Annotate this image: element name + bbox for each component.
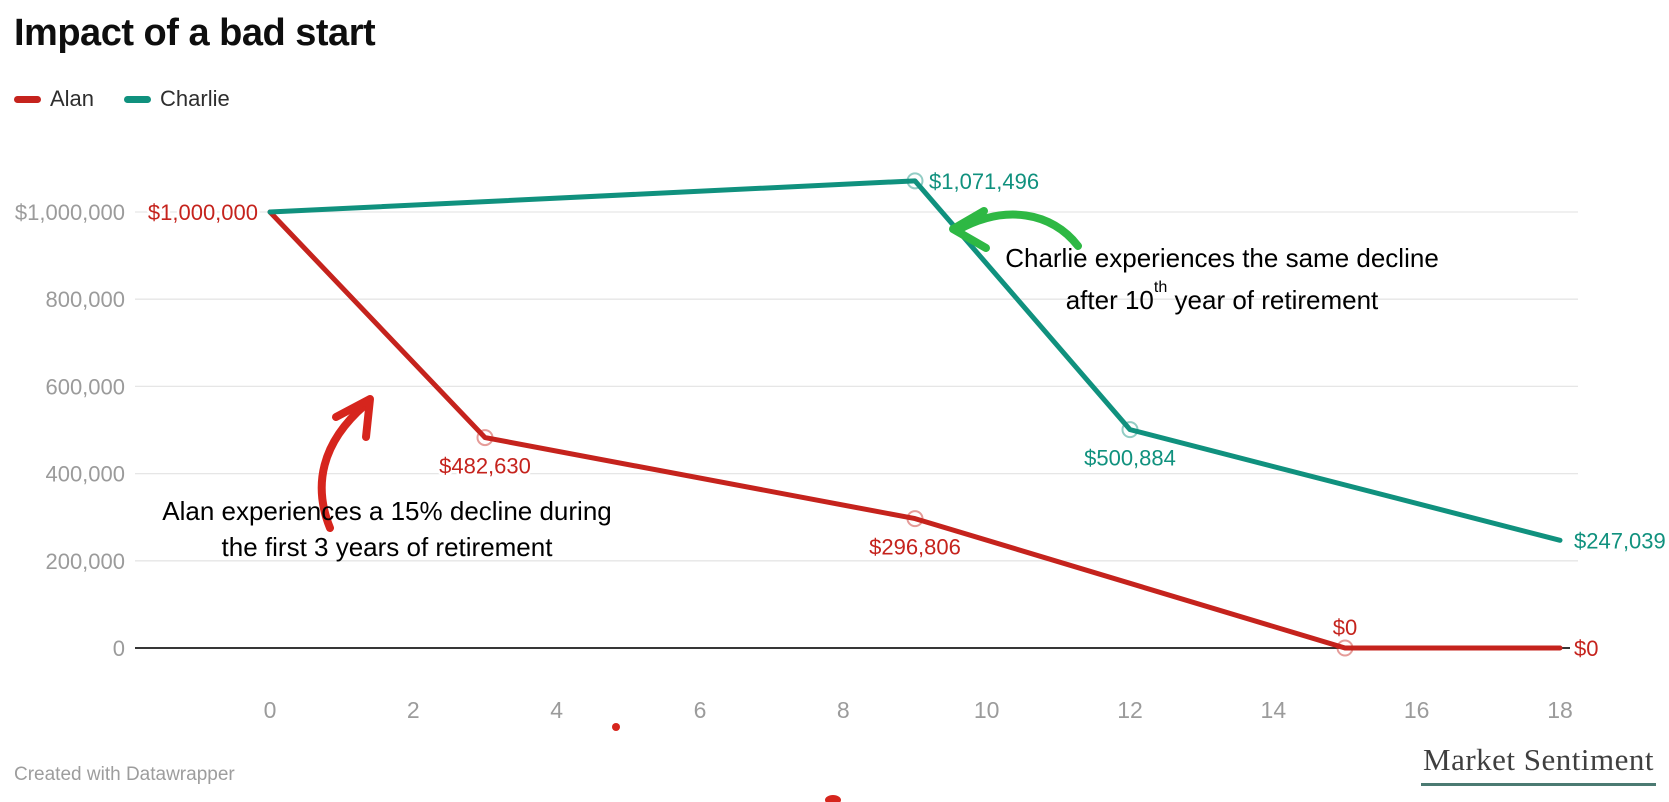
x-tick-label: 14 — [1261, 697, 1287, 723]
point-marker-alan-year3 — [476, 429, 494, 447]
green-arrowhead-icon — [949, 207, 990, 252]
y-tick-label: 600,000 — [45, 374, 125, 399]
red-ink-smudge — [825, 795, 841, 802]
alan-annotation-line1: Alan experiences a 15% decline during — [162, 496, 612, 526]
charlie-annotation: Charlie experiences the same decline aft… — [955, 240, 1489, 318]
page-title: Impact of a bad start — [14, 12, 376, 54]
value-label-charlie-year9: $1,071,496 — [929, 169, 1039, 194]
charlie-annotation-line1: Charlie experiences the same decline — [1005, 243, 1439, 273]
legend: Alan Charlie — [14, 86, 230, 112]
x-tick-label: 0 — [264, 697, 277, 723]
alan-annotation: Alan experiences a 15% decline during th… — [126, 493, 648, 565]
legend-label-alan: Alan — [50, 86, 95, 111]
series-line-charlie — [267, 178, 1563, 543]
value-label-alan-year0: $1,000,000 — [148, 200, 258, 225]
y-tick-label: 0 — [113, 636, 125, 661]
charlie-color-swatch — [124, 95, 152, 103]
value-label-alan-year3: $482,630 — [439, 454, 531, 479]
alan-annotation-line2: the first 3 years of retirement — [221, 532, 553, 562]
market-sentiment-logo: Market Sentiment — [1421, 742, 1656, 786]
red-arrow-icon — [317, 401, 369, 532]
point-marker-charlie-year12 — [1121, 421, 1139, 439]
legend-label-charlie: Charlie — [160, 86, 230, 111]
value-label-charlie-year18: $247,039 — [1574, 528, 1666, 553]
datawrapper-credit: Created with Datawrapper — [14, 764, 235, 785]
alan-color-swatch — [14, 95, 41, 103]
legend-item-charlie: Charlie — [124, 86, 230, 112]
ordinal-superscript: th — [1153, 277, 1168, 296]
x-tick-label: 4 — [550, 697, 563, 723]
point-marker-alan-year9 — [906, 510, 924, 528]
y-tick-label: 800,000 — [45, 287, 125, 312]
x-tick-label: 16 — [1404, 697, 1430, 723]
red-ink-dot — [612, 723, 620, 731]
green-arrow-icon — [954, 210, 1082, 250]
legend-item-alan: Alan — [14, 86, 94, 112]
point-marker-charlie-year9 — [906, 172, 924, 190]
value-label-alan-year9: $296,806 — [869, 535, 961, 560]
x-tick-label: 10 — [974, 697, 1000, 723]
red-arrowhead-icon — [332, 395, 374, 441]
series-line-alan — [267, 209, 1563, 651]
x-tick-label: 12 — [1117, 697, 1143, 723]
x-tick-label: 8 — [837, 697, 850, 723]
value-label-alan-year15: $0 — [1333, 615, 1357, 640]
x-tick-label: 18 — [1547, 697, 1573, 723]
value-label-charlie-year12: $500,884 — [1084, 446, 1176, 471]
x-tick-label: 6 — [694, 697, 707, 723]
value-label-alan-year18: $0 — [1574, 636, 1598, 661]
x-tick-label: 2 — [407, 697, 420, 723]
point-marker-alan-year15 — [1336, 639, 1354, 657]
y-tick-label: $1,000,000 — [15, 200, 125, 225]
charlie-annotation-line2: after 10th year of retirement — [1065, 277, 1379, 315]
y-tick-label: 400,000 — [45, 462, 125, 487]
y-tick-label: 200,000 — [45, 549, 125, 574]
